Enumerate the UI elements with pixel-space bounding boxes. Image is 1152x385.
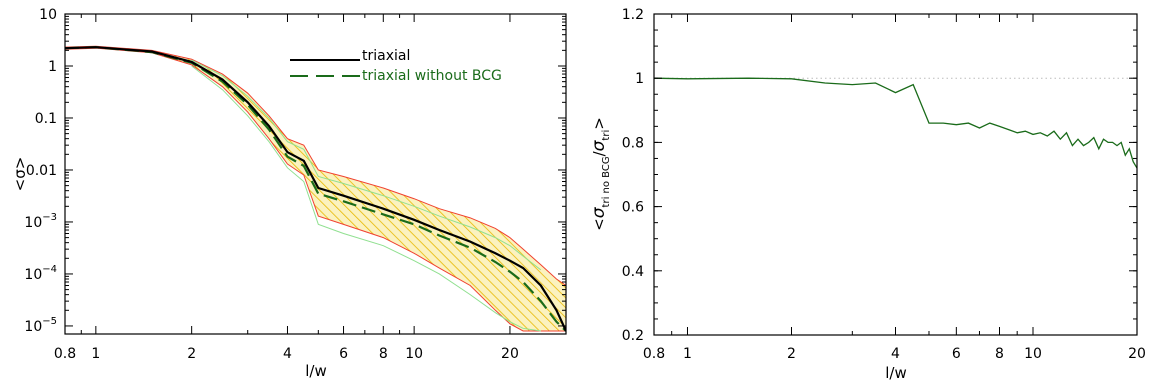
legend-label-triaxial: triaxial (362, 48, 410, 64)
x-tick-label: 6 (952, 346, 961, 362)
ratio-series-line (654, 77, 1137, 169)
x-tick-label: 6 (339, 346, 348, 362)
y-tick-label: 0.6 (622, 200, 644, 216)
y-tick-label: 1.2 (622, 7, 644, 23)
x-tick-label: 20 (501, 346, 519, 362)
x-tick-label: 4 (891, 346, 900, 362)
x-tick-label: 0.8 (54, 346, 76, 362)
y-tick-label: 0.8 (622, 135, 644, 151)
y-tick-label: 10 (39, 7, 57, 23)
left-y-axis: 10 1 0.1 0.01 10−3 10−4 10−5 (24, 7, 566, 335)
legend-label-triaxial-without-bcg: triaxial without BCG (362, 68, 502, 84)
x-tick-label: 2 (787, 346, 796, 362)
left-x-axis-label: l/w (305, 362, 327, 380)
y-tick-label: 0.4 (622, 264, 644, 280)
x-tick-label: 10 (405, 346, 423, 362)
x-tick-label: 8 (379, 346, 388, 362)
x-tick-label: 2 (187, 346, 196, 362)
y-tick-label: 10−4 (24, 264, 57, 283)
right-series-lines (654, 77, 1137, 169)
left-series-lines (65, 46, 566, 332)
y-tick-label: 1 (48, 59, 57, 75)
x-tick-label: 1 (683, 346, 692, 362)
y-tick-label: 10−5 (24, 316, 57, 335)
y-tick-label: 1 (635, 71, 644, 87)
y-tick-label: 10−3 (24, 212, 57, 231)
x-tick-label: 8 (995, 346, 1004, 362)
y-tick-label: 0.1 (35, 111, 57, 127)
right-x-axis: 0.8 1 2 4 6 8 10 20 (643, 14, 1146, 362)
series-line-triaxial (65, 46, 566, 332)
y-tick-label: 0.2 (622, 328, 644, 344)
x-tick-label: 1 (91, 346, 100, 362)
band-lower-green (191, 65, 541, 332)
x-tick-label: 20 (1128, 346, 1146, 362)
right-x-axis-label: l/w (885, 364, 907, 382)
right-y-axis: 0.2 0.4 0.6 0.8 1 1.2 (622, 7, 1137, 344)
band-upper-red (65, 45, 566, 286)
right-plot-frame (653, 13, 1138, 336)
x-tick-label: 10 (1024, 346, 1042, 362)
band-upper-green (191, 59, 542, 271)
left-x-axis: 0.8 1 2 4 6 8 10 20 (54, 14, 567, 362)
band-lower-red (65, 47, 566, 332)
x-tick-label: 4 (283, 346, 292, 362)
series-line-triaxial-without-bcg (65, 46, 566, 332)
left-legend: triaxial triaxial without BCG (290, 48, 502, 84)
y-tick-label: 0.01 (26, 163, 57, 179)
left-plot-frame (64, 13, 567, 335)
x-tick-label: 0.8 (643, 346, 665, 362)
left-y-axis-label: <σ> (11, 157, 29, 192)
right-y-axis-label: <σtri no BCG/σtri> (589, 117, 612, 231)
right-chart: 0.8 1 2 4 6 8 10 20 0.2 0.4 0.6 0.8 1 1.2 l/w <σtri … (589, 7, 1146, 382)
